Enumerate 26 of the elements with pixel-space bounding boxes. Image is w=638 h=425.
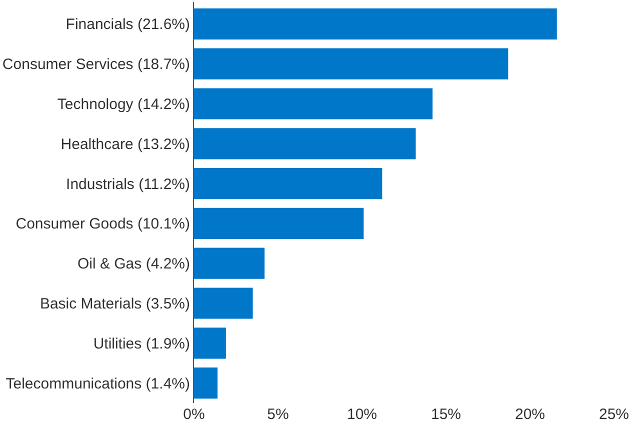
x-tick-label: 20% [514,406,546,423]
y-tick-label: Technology (14.2%) [57,96,190,113]
x-tick-label: 25% [598,406,630,423]
bar [194,208,364,240]
y-tick-label: Financials (21.6%) [66,16,190,34]
y-tick-label: Utilities (1.9%) [93,335,190,352]
y-tick-label: Healthcare (13.2%) [60,136,190,153]
y-tick-label: Telecommunications (1.4%) [6,375,190,392]
bar [194,328,226,359]
y-tick-label: Consumer Goods (10.1%) [16,216,190,233]
y-tick-label: Consumer Services (18.7%) [2,56,190,74]
y-tick-label: Basic Materials (3.5%) [40,296,190,312]
bar [194,168,382,200]
x-tick-label: 15% [430,406,462,423]
y-tick-label: Industrials (11.2%) [66,176,190,193]
x-tick-label: 0% [183,406,205,423]
bar [194,367,218,399]
bar [194,248,265,279]
bar [194,128,416,160]
bar [194,48,508,80]
bar [194,8,557,40]
y-tick-label: Oil & Gas (4.2%) [77,256,190,273]
bar [194,288,253,319]
x-tick-label: 10% [346,406,378,423]
bar [194,88,433,120]
x-tick-label: 5% [267,406,289,423]
